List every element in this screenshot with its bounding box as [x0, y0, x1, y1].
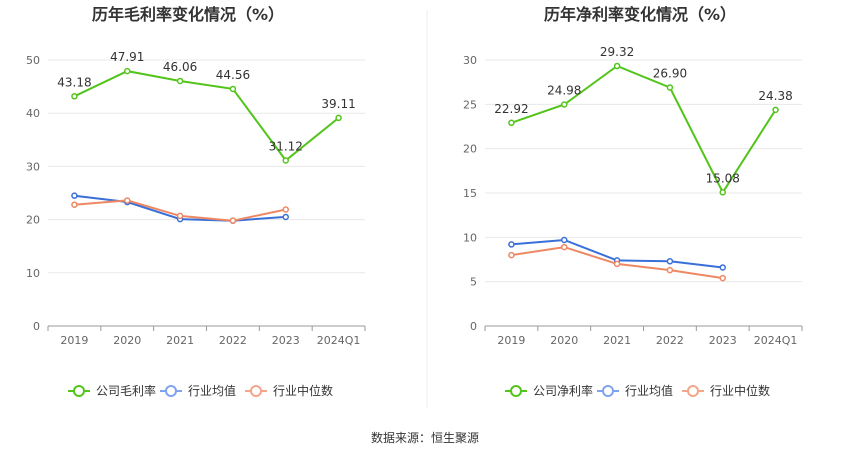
- data-point-company: [772, 106, 779, 114]
- data-point-industry_median: [282, 206, 289, 213]
- y-tick-label: 25: [463, 98, 477, 111]
- data-point-company: [282, 157, 289, 164]
- x-tick-label: 2023: [709, 334, 737, 347]
- legend-swatch-marker: [602, 385, 614, 397]
- data-point-company: [613, 62, 621, 70]
- data-point-industry_avg: [71, 192, 78, 199]
- y-tick-label: 10: [26, 267, 40, 280]
- y-tick-label: 0: [470, 320, 477, 333]
- data-point-company: [176, 77, 184, 85]
- data-point-company: [561, 101, 568, 108]
- x-tick-label: 2019: [60, 334, 88, 347]
- data-point-company: [335, 114, 342, 122]
- data-point-company: [124, 67, 131, 75]
- data-point-industry_median: [666, 266, 674, 274]
- legend-swatch-marker: [73, 385, 85, 397]
- legend-label: 行业均值: [625, 383, 673, 398]
- chart-title: 历年毛利率变化情况（%）: [92, 5, 284, 24]
- data-label: 47.91: [110, 50, 144, 64]
- y-tick-label: 30: [26, 160, 40, 173]
- x-tick-label: 2024Q1: [317, 334, 361, 347]
- x-tick-label: 2021: [166, 334, 194, 347]
- y-tick-label: 5: [470, 276, 477, 289]
- data-point-industry_median: [613, 260, 621, 268]
- y-tick-label: 0: [33, 320, 40, 333]
- data-point-industry_avg: [508, 241, 515, 248]
- data-point-industry_avg: [719, 264, 726, 271]
- legend-label: 行业中位数: [710, 383, 770, 398]
- y-tick-label: 20: [463, 143, 477, 156]
- data-label: 24.98: [547, 84, 581, 98]
- x-tick-label: 2020: [113, 334, 141, 347]
- data-label: 22.92: [494, 102, 528, 116]
- data-point-company: [229, 85, 237, 93]
- legend-swatch-marker: [687, 385, 699, 397]
- data-label: 31.12: [269, 139, 303, 153]
- data-point-industry_avg: [561, 236, 568, 244]
- y-tick-label: 30: [463, 54, 477, 67]
- legend-label: 行业中位数: [273, 383, 333, 398]
- x-tick-label: 2022: [219, 334, 247, 347]
- series-line-company: [73, 70, 340, 162]
- data-label: 29.32: [600, 45, 634, 59]
- data-label: 15.08: [706, 171, 740, 185]
- data-label: 26.90: [653, 66, 687, 80]
- data-point-company: [71, 93, 78, 100]
- data-point-company: [666, 84, 674, 91]
- data-point-industry_median: [508, 251, 515, 259]
- data-point-industry_median: [229, 217, 237, 224]
- data-point-industry_median: [719, 274, 726, 282]
- legend-swatch-marker: [165, 385, 177, 397]
- data-point-company: [508, 119, 515, 127]
- legend-swatch-marker: [510, 385, 522, 397]
- x-tick-label: 2024Q1: [754, 334, 798, 347]
- data-label: 44.56: [216, 68, 250, 82]
- data-point-industry_median: [71, 201, 78, 208]
- data-point-industry_avg: [282, 213, 289, 221]
- legend-label: 公司毛利率: [96, 383, 156, 398]
- legend-swatch-marker: [250, 385, 262, 397]
- data-label: 43.18: [57, 75, 91, 89]
- x-tick-label: 2020: [550, 334, 578, 347]
- x-tick-label: 2019: [497, 334, 525, 347]
- legend-label: 公司净利率: [533, 383, 593, 398]
- y-tick-label: 10: [463, 231, 477, 244]
- chart-title: 历年净利率变化情况（%）: [544, 5, 736, 24]
- y-tick-label: 50: [26, 54, 40, 67]
- data-point-industry_median: [176, 212, 184, 220]
- source-note: 数据来源：恒生聚源: [371, 430, 479, 445]
- data-label: 24.38: [758, 89, 792, 103]
- y-tick-label: 20: [26, 214, 40, 227]
- legend-label: 行业均值: [188, 383, 236, 398]
- data-point-company: [719, 189, 726, 196]
- y-tick-label: 15: [463, 187, 477, 200]
- data-label: 46.06: [163, 60, 197, 74]
- data-point-industry_median: [561, 243, 568, 251]
- x-tick-label: 2023: [272, 334, 300, 347]
- y-tick-label: 40: [26, 107, 40, 120]
- data-point-industry_avg: [666, 258, 674, 265]
- series-line-company: [511, 64, 777, 195]
- x-tick-label: 2022: [656, 334, 684, 347]
- data-label: 39.11: [321, 97, 355, 111]
- data-point-industry_median: [124, 197, 131, 204]
- x-tick-label: 2021: [603, 334, 631, 347]
